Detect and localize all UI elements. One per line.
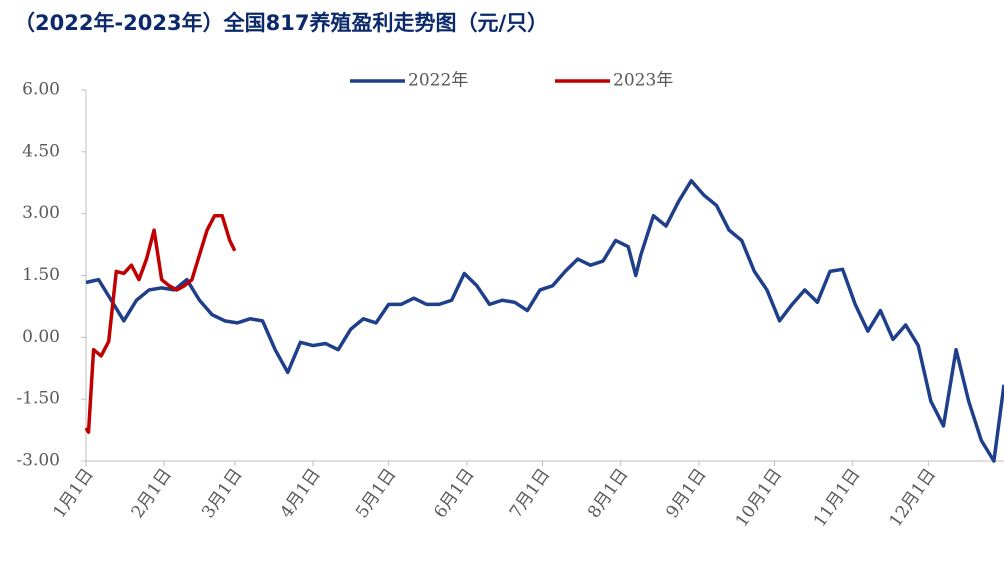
y-tick-label: 6.00 xyxy=(22,80,60,100)
x-tick-label: 11月1日 xyxy=(810,465,864,531)
legend-label: 2023年 xyxy=(613,71,673,91)
x-tick-label: 1月1日 xyxy=(49,465,97,522)
y-tick-label: -1.50 xyxy=(16,389,60,409)
y-tick-label: -3.00 xyxy=(16,451,60,471)
y-tick-label: 4.50 xyxy=(22,141,60,161)
x-tick-label: 7月1日 xyxy=(506,465,554,522)
x-tick-label: 10月1日 xyxy=(732,465,786,531)
x-tick-label: 5月1日 xyxy=(352,465,400,522)
x-tick-label: 9月1日 xyxy=(662,465,710,522)
x-tick-label: 6月1日 xyxy=(430,465,478,522)
y-tick-label: 0.00 xyxy=(22,327,60,347)
x-tick-label: 2月1日 xyxy=(128,465,176,522)
x-tick-label: 12月1日 xyxy=(886,465,940,531)
series-line xyxy=(84,213,237,434)
y-tick-label: 3.00 xyxy=(22,203,60,223)
y-tick-label: 1.50 xyxy=(22,265,60,285)
plot-area xyxy=(84,178,1004,463)
x-tick-label: 3月1日 xyxy=(198,465,246,522)
series-line xyxy=(85,178,1004,463)
x-tick-label: 4月1日 xyxy=(276,465,324,522)
x-tick-label: 8月1日 xyxy=(584,465,632,522)
chart-title: （2022年-2023年）全国817养殖盈利走势图（元/只） xyxy=(14,11,548,35)
legend-label: 2022年 xyxy=(408,71,468,91)
